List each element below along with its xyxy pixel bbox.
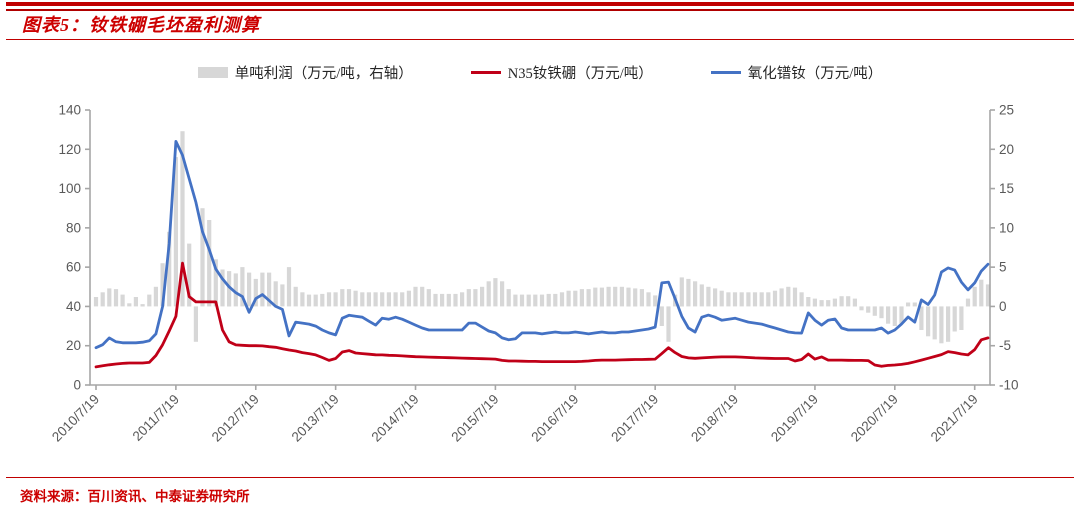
svg-text:120: 120 xyxy=(58,142,81,157)
svg-text:2010/7/19: 2010/7/19 xyxy=(49,392,102,445)
legend-label-profit: 单吨利润（万元/吨，右轴） xyxy=(234,66,413,82)
svg-text:0: 0 xyxy=(73,378,81,393)
legend-label-prnd-oxide: 氧化镨钕（万元/吨） xyxy=(747,66,883,82)
legend-swatch-red-line-icon xyxy=(470,70,501,75)
svg-text:20: 20 xyxy=(66,338,81,353)
source-note: 资料来源：百川资讯、中泰证券研究所 xyxy=(20,489,250,504)
legend-swatch-blue-line-icon xyxy=(710,70,741,75)
svg-text:2021/7/19: 2021/7/19 xyxy=(928,392,981,445)
chart-legend: 单吨利润（万元/吨，右轴） N35钕铁硼（万元/吨） 氧化镨钕（万元/吨） xyxy=(0,62,1080,83)
svg-text:2011/7/19: 2011/7/19 xyxy=(130,392,182,444)
svg-text:2018/7/19: 2018/7/19 xyxy=(688,392,741,445)
legend-item-prnd-oxide: 氧化镨钕（万元/吨） xyxy=(710,62,883,83)
svg-text:5: 5 xyxy=(999,260,1007,275)
svg-text:10: 10 xyxy=(999,220,1014,235)
svg-text:-5: -5 xyxy=(999,338,1011,353)
figure-title: 图表5：钕铁硼毛坯盈利测算 xyxy=(22,15,260,35)
legend-label-n35-ndfeb: N35钕铁硼（万元/吨） xyxy=(507,66,653,82)
top-border-rule xyxy=(6,2,1074,11)
svg-text:-10: -10 xyxy=(999,378,1019,393)
svg-text:140: 140 xyxy=(58,103,81,118)
svg-text:2017/7/19: 2017/7/19 xyxy=(608,392,661,445)
svg-text:60: 60 xyxy=(66,260,81,275)
svg-text:2020/7/19: 2020/7/19 xyxy=(848,392,901,445)
svg-text:40: 40 xyxy=(66,299,81,314)
svg-text:15: 15 xyxy=(999,181,1014,196)
svg-text:100: 100 xyxy=(58,181,81,196)
svg-text:2015/7/19: 2015/7/19 xyxy=(448,392,501,445)
footer-rule xyxy=(6,477,1074,478)
svg-text:2014/7/19: 2014/7/19 xyxy=(369,392,422,445)
legend-item-profit-bar: 单吨利润（万元/吨，右轴） xyxy=(197,62,413,83)
svg-text:2016/7/19: 2016/7/19 xyxy=(528,392,581,445)
svg-text:80: 80 xyxy=(66,220,81,235)
legend-item-n35-ndfeb: N35钕铁硼（万元/吨） xyxy=(470,62,653,83)
svg-text:2019/7/19: 2019/7/19 xyxy=(768,392,821,445)
svg-text:25: 25 xyxy=(999,103,1014,118)
title-underline-rule xyxy=(6,39,1074,40)
svg-text:20: 20 xyxy=(999,142,1014,157)
svg-text:2012/7/19: 2012/7/19 xyxy=(209,392,262,445)
svg-text:2013/7/19: 2013/7/19 xyxy=(289,392,342,445)
legend-swatch-gray-bar-icon xyxy=(197,67,228,78)
svg-text:0: 0 xyxy=(999,299,1007,314)
